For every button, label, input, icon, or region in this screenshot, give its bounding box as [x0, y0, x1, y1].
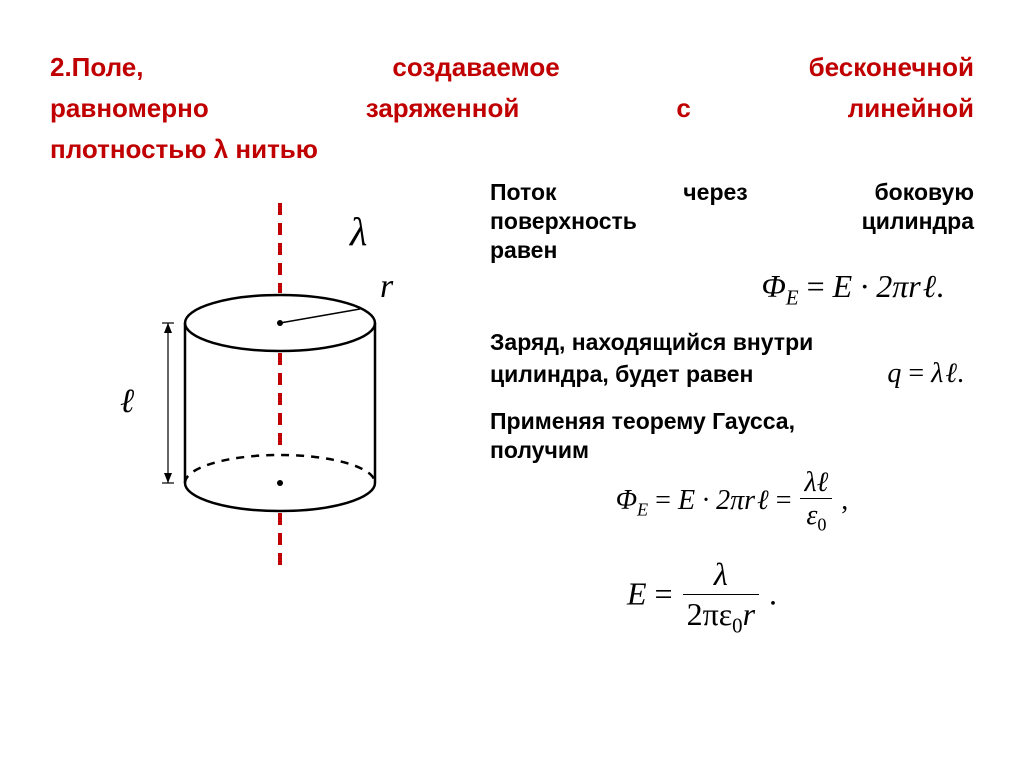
- cylinder-svg: [90, 193, 470, 593]
- para-flux-2: поверхность цилиндра: [490, 208, 974, 235]
- title-line-1: 2.Поле, создаваемое бесконечной: [50, 50, 974, 85]
- formula-charge: q = λℓ.: [887, 358, 974, 390]
- ell-label: ℓ: [120, 383, 134, 421]
- para-flux-1: Поток через боковую: [490, 179, 974, 206]
- para-gauss-1: Применяя теорему Гаусса,: [490, 408, 974, 435]
- cylinder-diagram: λ r ℓ: [50, 173, 490, 593]
- formula-field: E = λ2πε0r .: [490, 555, 974, 640]
- lambda-label: λ: [350, 208, 367, 255]
- r-label: r: [380, 268, 393, 306]
- formula-flux: ΦE = E · 2πrℓ.: [490, 268, 974, 310]
- title-line-2: равномерно заряженной с линейной: [50, 91, 974, 126]
- para-gauss-2: получим: [490, 437, 974, 464]
- para-flux-3: равен: [490, 237, 974, 264]
- para-charge-2: цилиндра, будет равен: [490, 361, 887, 388]
- para-charge-1: Заряд, находящийся внутри: [490, 329, 974, 356]
- title-line-3: плотностью λ нитью: [50, 132, 974, 167]
- formula-gauss: ΦE = E · 2πrℓ = λℓε0 ,: [490, 468, 974, 537]
- text-column: Поток через боковую поверхность цилиндра…: [490, 173, 974, 657]
